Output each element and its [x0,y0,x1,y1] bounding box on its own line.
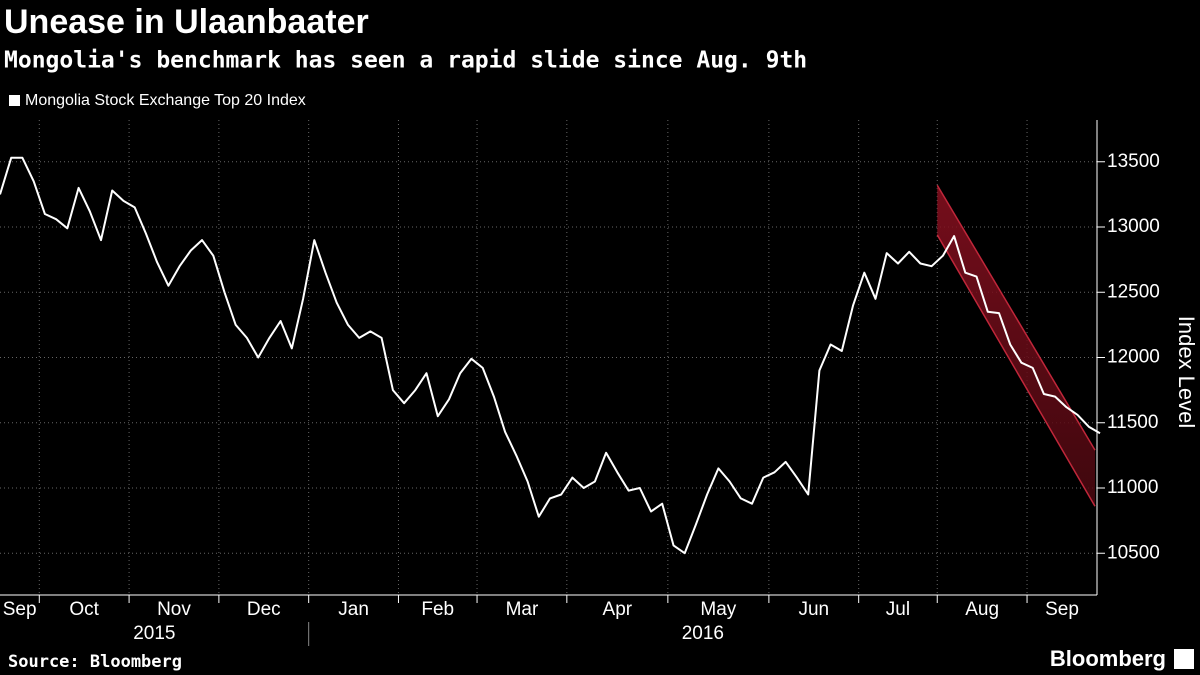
y-axis-label: Index Level [1174,316,1199,429]
year-label: 2015 [133,623,175,644]
legend-label: Mongolia Stock Exchange Top 20 Index [25,92,306,109]
x-tick-label: Mar [506,599,539,620]
channel-lower [936,234,1096,507]
y-tick-label: 12000 [1107,347,1160,368]
y-tick-label: 12500 [1107,281,1160,302]
x-tick-label: Jan [338,599,369,620]
brand-icon [1174,649,1194,669]
x-tick-label: Sep [1045,599,1079,620]
x-tick-label: Apr [603,599,633,620]
x-tick-label: Sep [3,599,37,620]
x-tick-label: Oct [69,599,99,620]
year-label: 2016 [682,623,724,644]
chart-subtitle: Mongolia's benchmark has seen a rapid sl… [4,48,807,74]
brand: Bloomberg [1050,646,1166,671]
y-tick-label: 10500 [1107,542,1160,563]
y-tick-label: 13000 [1107,216,1160,237]
y-tick-label: 11000 [1107,477,1158,498]
x-tick-label: Jul [886,599,910,620]
trend-channel [937,185,1095,507]
x-tick-label: Aug [965,599,999,620]
x-tick-label: May [700,599,736,620]
series-line [0,156,1101,555]
x-tick-label: Jun [798,599,829,620]
y-tick-label: 13500 [1107,151,1160,172]
channel-upper [936,184,1096,451]
chart-title: Unease in Ulaanbaater [4,3,369,41]
x-tick-label: Nov [157,599,191,620]
source: Source: Bloomberg [8,652,182,672]
x-tick-label: Feb [421,599,454,620]
y-tick-label: 11500 [1107,412,1158,433]
x-tick-label: Dec [247,599,281,620]
legend-swatch [9,95,20,106]
